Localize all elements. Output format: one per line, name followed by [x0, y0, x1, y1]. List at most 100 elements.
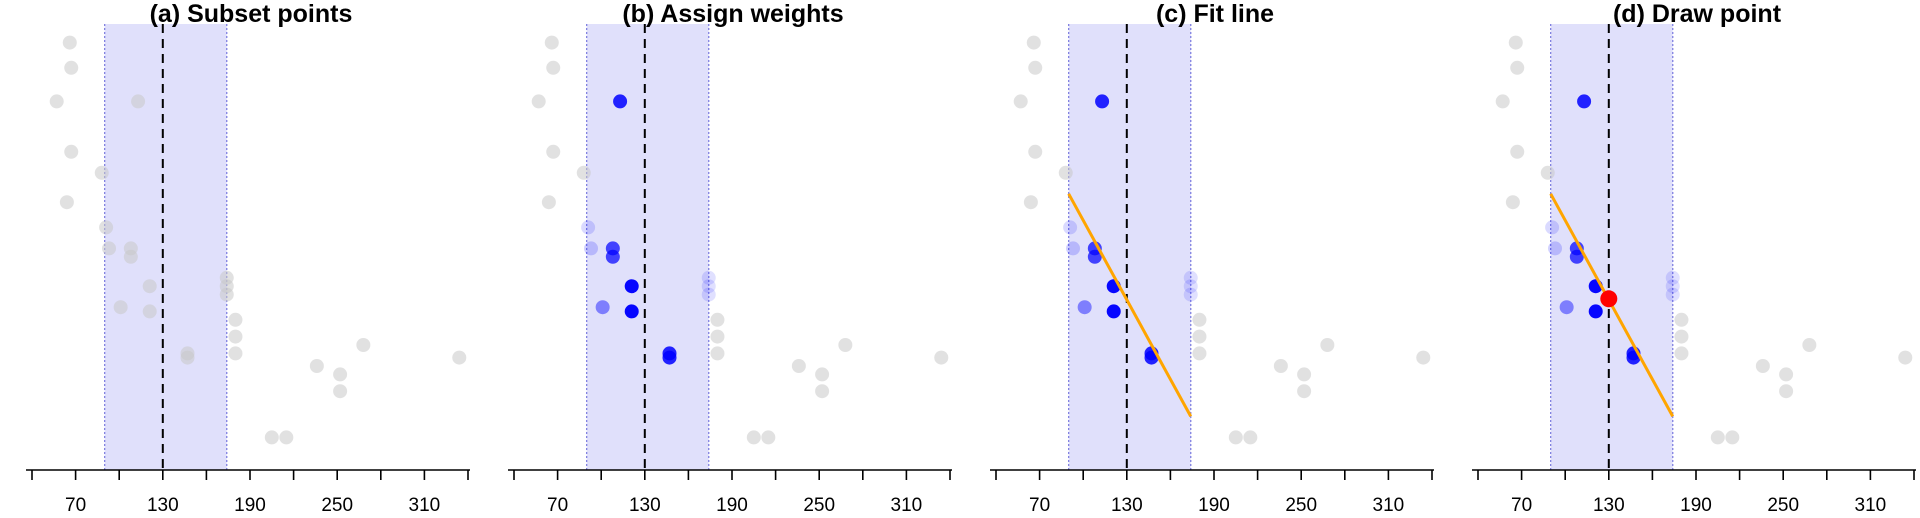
data-point — [1077, 300, 1092, 315]
data-point — [1087, 249, 1102, 264]
x-tick-label: 130 — [629, 495, 661, 516]
data-point — [1058, 165, 1073, 180]
data-point — [1510, 144, 1525, 159]
fit-line — [1067, 193, 1193, 418]
data-point — [1755, 359, 1770, 373]
data-point — [1548, 241, 1563, 256]
x-tick-label: 310 — [1373, 495, 1405, 516]
panel-title: (a) Subset points — [150, 0, 353, 28]
data-point — [584, 241, 599, 256]
data-point — [1106, 304, 1121, 319]
data-point — [1588, 304, 1603, 319]
data-point — [1665, 287, 1680, 302]
data-point — [531, 94, 546, 109]
data-point — [64, 60, 79, 75]
data-point — [546, 144, 561, 159]
data-point — [309, 359, 324, 373]
data-point — [701, 287, 716, 302]
panel-title: (b) Assign weights — [622, 0, 843, 28]
data-point — [1297, 367, 1312, 382]
data-point — [1577, 94, 1592, 109]
data-point — [662, 350, 677, 365]
x-tick-label: 130 — [1111, 495, 1143, 516]
x-tick-label: 70 — [65, 495, 86, 516]
data-point — [1228, 430, 1243, 445]
data-point — [1028, 144, 1043, 159]
data-point — [142, 304, 157, 319]
x-tick-label: 190 — [234, 495, 266, 516]
data-point — [613, 94, 628, 109]
data-point — [541, 195, 556, 210]
data-point — [1779, 384, 1794, 399]
data-point — [123, 249, 138, 264]
data-point — [1569, 249, 1584, 264]
x-tick-label: 250 — [1767, 495, 1799, 516]
data-point — [1665, 270, 1680, 285]
data-point — [1802, 338, 1817, 352]
data-point — [1510, 60, 1525, 75]
data-point — [1674, 329, 1689, 344]
data-point — [815, 384, 830, 399]
data-point — [59, 195, 74, 210]
data-point — [701, 270, 716, 285]
data-point — [264, 430, 279, 445]
data-point — [228, 346, 243, 361]
data-point — [333, 384, 348, 399]
window-band — [586, 24, 709, 470]
x-tick-label: 70 — [1511, 495, 1532, 516]
data-point — [1545, 220, 1560, 235]
data-point — [1320, 338, 1335, 352]
data-point — [62, 35, 77, 50]
data-point — [1416, 350, 1431, 365]
x-tick-label: 190 — [1198, 495, 1230, 516]
data-point — [791, 359, 806, 373]
x-tick-label: 130 — [147, 495, 179, 516]
data-point — [1026, 35, 1041, 50]
x-tick-label: 250 — [321, 495, 353, 516]
data-point — [102, 241, 117, 256]
data-point — [142, 279, 157, 294]
data-point — [1183, 279, 1198, 294]
panel-c: 70 130 190 250 310 (c) Fit line — [990, 0, 1434, 516]
data-point — [1540, 165, 1555, 180]
panel-title: (c) Fit line — [1156, 0, 1274, 28]
window-band — [104, 24, 227, 470]
data-point — [1674, 312, 1689, 327]
data-point — [1725, 430, 1740, 445]
data-point — [761, 430, 776, 445]
panel-a: 70 130 190 250 310 (a) Subset points — [26, 0, 470, 516]
data-point — [219, 287, 234, 302]
x-tick-label: 310 — [409, 495, 441, 516]
data-point — [1674, 346, 1689, 361]
drawn-point — [1600, 290, 1618, 308]
data-point — [113, 300, 128, 315]
panel-b: 70 130 190 250 310 (b) Assign weights — [508, 0, 952, 516]
data-point — [1023, 195, 1038, 210]
data-point — [1243, 430, 1258, 445]
data-point — [746, 430, 761, 445]
data-point — [710, 329, 725, 344]
data-point — [1505, 195, 1520, 210]
data-point — [581, 220, 596, 235]
window-band — [1550, 24, 1673, 470]
x-tick-label: 190 — [716, 495, 748, 516]
data-point — [1028, 60, 1043, 75]
data-point — [1192, 346, 1207, 361]
data-point — [1495, 94, 1510, 109]
data-point — [1192, 312, 1207, 327]
x-tick-label: 310 — [1855, 495, 1887, 516]
data-point — [624, 304, 639, 319]
data-point — [1192, 329, 1207, 344]
panel-title: (d) Draw point — [1613, 0, 1782, 28]
data-point — [1095, 94, 1110, 109]
x-tick-label: 130 — [1593, 495, 1625, 516]
data-point — [333, 367, 348, 382]
data-point — [1066, 241, 1081, 256]
data-point — [624, 279, 639, 294]
data-point — [452, 350, 467, 365]
data-point — [356, 338, 371, 352]
data-point — [546, 60, 561, 75]
data-point — [1710, 430, 1725, 445]
